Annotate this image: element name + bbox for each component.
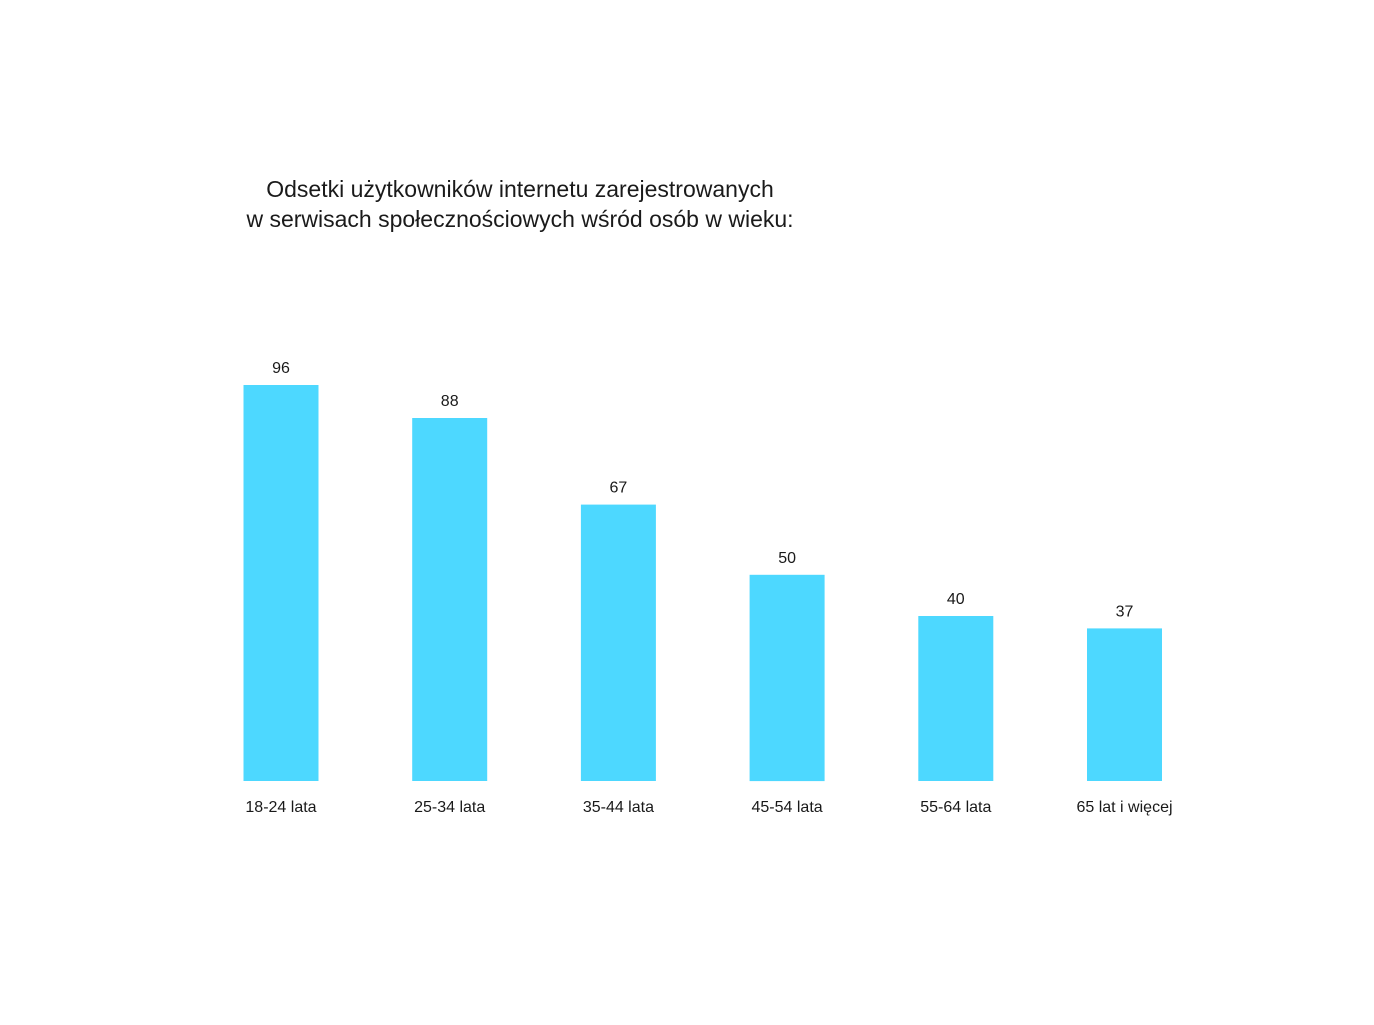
category-label-5: 55-64 lata <box>920 799 991 816</box>
value-labels-group: 96 88 67 50 40 37 <box>272 360 1133 620</box>
bar-6 <box>1087 628 1162 781</box>
bar-2 <box>412 418 488 781</box>
value-label-3: 67 <box>610 480 628 497</box>
value-label-4: 50 <box>778 550 796 567</box>
chart-title-line-2: w serwisach społecznościowych wśród osób… <box>246 206 794 232</box>
chart-title: Odsetki użytkowników internetu zarejestr… <box>200 174 840 234</box>
category-label-3: 35-44 lata <box>583 799 654 816</box>
bars-group <box>243 385 1162 782</box>
category-label-2: 25-34 lata <box>414 799 485 816</box>
chart-title-line-1: Odsetki użytkowników internetu zarejestr… <box>266 176 774 202</box>
value-label-2: 88 <box>441 393 459 410</box>
value-label-1: 96 <box>272 360 290 377</box>
bar-1 <box>243 385 319 781</box>
bar-4 <box>749 574 825 782</box>
bar-5 <box>918 616 994 781</box>
category-label-4: 45-54 lata <box>752 799 823 816</box>
value-label-5: 40 <box>947 591 965 608</box>
category-labels-group: 18-24 lata 25-34 lata 35-44 lata 45-54 lata… <box>245 799 1172 816</box>
category-label-1: 18-24 lata <box>245 799 316 816</box>
value-label-6: 37 <box>1116 603 1134 620</box>
bar-3 <box>580 504 656 781</box>
category-label-6: 65 lat i więcej <box>1076 799 1172 816</box>
